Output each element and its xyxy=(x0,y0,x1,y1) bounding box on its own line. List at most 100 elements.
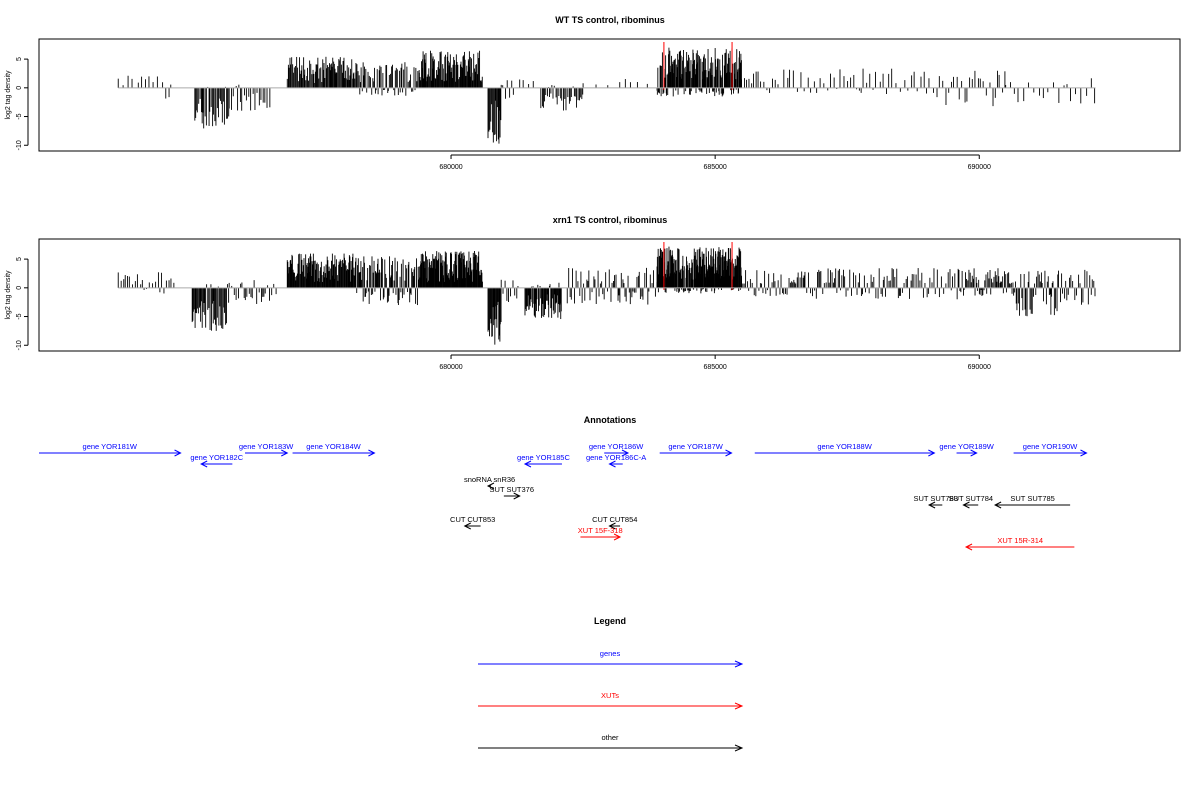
signal-bars xyxy=(117,47,1096,144)
arrow-head xyxy=(463,522,471,530)
feature-other: snoRNA snR36 xyxy=(464,475,515,490)
feature-gene: gene YOR186C-A xyxy=(586,453,646,468)
arrow-head xyxy=(964,543,973,551)
arrow-head xyxy=(621,449,630,457)
feature-gene: gene YOR182C xyxy=(190,453,244,468)
y-tick-label: 0 xyxy=(16,286,23,290)
feature-gene: gene YOR184W xyxy=(292,442,376,457)
feature-label: gene YOR182C xyxy=(190,453,243,462)
arrow-head xyxy=(928,449,936,457)
arrow-head xyxy=(613,533,622,541)
feature-other: SUT SUT785 xyxy=(993,494,1071,509)
y-axis-label: log2 tag density xyxy=(5,270,12,320)
feature-label: gene YOR186C-A xyxy=(586,453,646,462)
y-tick-label: 5 xyxy=(16,257,23,261)
feature-label: gene YOR188W xyxy=(817,442,872,451)
feature-other: SUT SUT784 xyxy=(949,494,993,509)
panel-title: xrn1 TS control, ribominus xyxy=(553,215,668,225)
arrow-head xyxy=(734,744,744,752)
arrow-head xyxy=(734,660,744,668)
arrow-head xyxy=(608,460,616,468)
feature-label: SUT SUT784 xyxy=(949,494,993,503)
panel-title: WT TS control, ribominus xyxy=(555,15,665,25)
feature-label: SUT SUT783 xyxy=(913,494,957,503)
feature-label: gene YOR184W xyxy=(306,442,361,451)
y-axis: -10 -5 0 5 xyxy=(16,257,29,350)
feature-other: CUT CUT853 xyxy=(450,515,495,530)
track-panel-xrn1: xrn1 TS control, ribominus log2 tag dens… xyxy=(5,215,1181,371)
legend-item-other: other xyxy=(478,733,744,752)
x-tick-label: 680000 xyxy=(439,164,462,171)
y-tick-label: -5 xyxy=(16,313,23,319)
feature-label: SUT SUT376 xyxy=(490,485,534,494)
arrow-head xyxy=(962,501,970,509)
feature-label: SUT SUT785 xyxy=(1010,494,1054,503)
y-tick-label: 0 xyxy=(16,86,23,90)
feature-label: XUT 15R-314 xyxy=(997,536,1043,545)
signal-bars xyxy=(117,246,1096,345)
feature-other: SUT SUT783 xyxy=(913,494,958,509)
plot-frame xyxy=(38,38,1181,152)
legend-label: XUTs xyxy=(601,691,619,700)
legend-items: genes XUTs other xyxy=(478,649,744,752)
arrow-head xyxy=(725,449,733,457)
arrow-head xyxy=(734,702,744,710)
feature-label: gene YOR190W xyxy=(1023,442,1078,451)
feature-gene: gene YOR185C xyxy=(517,453,570,468)
arrow-head xyxy=(993,501,1002,509)
arrow-head xyxy=(523,460,532,468)
y-tick-label: -5 xyxy=(16,113,23,119)
x-tick-label: 685000 xyxy=(703,164,726,171)
feature-xut: XUT 15F-318 xyxy=(578,526,623,541)
feature-other: CUT CUT854 xyxy=(592,515,637,530)
feature-label: gene YOR183W xyxy=(239,442,294,451)
legend: Legend genes XUTs other xyxy=(478,616,744,752)
feature-label: snoRNA snR36 xyxy=(464,475,515,484)
feature-gene: gene YOR183W xyxy=(239,442,294,457)
feature-label: XUT 15F-318 xyxy=(578,526,623,535)
annotations-title: Annotations xyxy=(584,415,637,425)
arrow-head xyxy=(368,449,376,457)
y-axis: -10 -5 0 5 xyxy=(16,57,29,150)
feature-label: gene YOR181W xyxy=(83,442,138,451)
arrow-head xyxy=(200,460,208,468)
legend-item-xut: XUTs xyxy=(478,691,744,710)
feature-gene: gene YOR187W xyxy=(659,442,733,457)
highlight-lines xyxy=(663,242,733,290)
y-tick-label: -10 xyxy=(16,340,23,350)
arrow-head xyxy=(513,492,521,500)
feature-gene: gene YOR186W xyxy=(589,442,644,457)
feature-label: gene YOR186W xyxy=(589,442,644,451)
feature-label: CUT CUT853 xyxy=(450,515,495,524)
feature-gene: gene YOR189W xyxy=(939,442,995,457)
feature-label: CUT CUT854 xyxy=(592,515,637,524)
x-tick-label: 685000 xyxy=(703,364,726,371)
feature-gene: gene YOR188W xyxy=(754,442,936,457)
y-tick-label: -10 xyxy=(16,140,23,150)
arrow-head xyxy=(486,482,495,490)
plot-frame xyxy=(38,238,1181,352)
y-axis-label: log2 tag density xyxy=(5,70,12,120)
x-tick-label: 680000 xyxy=(439,364,462,371)
arrow-head xyxy=(608,522,616,530)
feature-other: SUT SUT376 xyxy=(490,485,534,500)
feature-list: gene YOR181W gene YOR182C gene YOR183W gene… xyxy=(39,442,1088,551)
feature-label: gene YOR189W xyxy=(939,442,994,451)
x-axis: 680000 685000 690000 xyxy=(439,354,991,371)
feature-label: gene YOR185C xyxy=(517,453,570,462)
feature-xut: XUT 15R-314 xyxy=(964,536,1075,551)
arrow-head xyxy=(174,449,182,457)
feature-gene: gene YOR190W xyxy=(1013,442,1088,457)
y-tick-label: 5 xyxy=(16,57,23,61)
track-panel-wt: WT TS control, ribominus log2 tag densit… xyxy=(5,15,1181,171)
legend-label: other xyxy=(601,733,619,742)
legend-title: Legend xyxy=(594,616,626,626)
arrow-head xyxy=(927,501,936,509)
legend-label: genes xyxy=(600,649,621,658)
x-axis: 680000 685000 690000 xyxy=(439,154,991,171)
arrow-head xyxy=(1080,449,1088,457)
arrow-head xyxy=(970,449,978,457)
legend-item-gene: genes xyxy=(478,649,744,668)
